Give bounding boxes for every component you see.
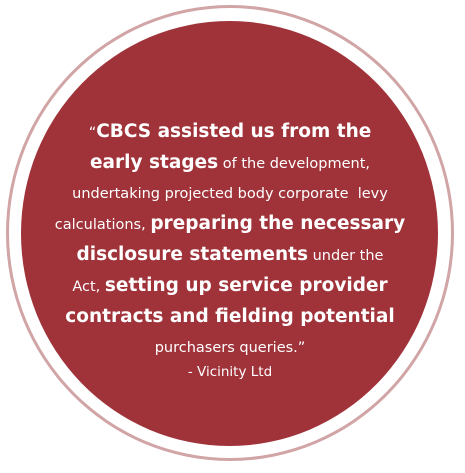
- quote-highlight: CBCS assisted us from the: [96, 121, 372, 142]
- quote-text: purchasers queries.”: [154, 340, 306, 356]
- quote-line: contracts and fielding potential: [40, 302, 420, 333]
- testimonial-quote: “CBCS assisted us from the early stages …: [40, 117, 420, 363]
- quote-text: of the development,: [218, 156, 370, 172]
- quote-text: Act,: [72, 279, 105, 295]
- quote-text: under the: [308, 248, 384, 264]
- quote-line: “CBCS assisted us from the: [40, 117, 420, 148]
- quote-line: purchasers queries.”: [40, 333, 420, 363]
- quote-line: disclosure statements under the: [40, 240, 420, 271]
- quote-highlight: preparing the necessary: [150, 213, 406, 234]
- quote-line: Act, setting up service provider: [40, 271, 420, 302]
- quote-highlight: setting up service provider: [104, 275, 388, 296]
- quote-text: undertaking projected body corporate lev…: [72, 186, 388, 202]
- quote-highlight: contracts and fielding potential: [65, 306, 395, 327]
- testimonial-circle: [21, 21, 438, 446]
- quote-highlight: disclosure statements: [76, 244, 309, 265]
- quote-text: “: [88, 125, 97, 141]
- quote-highlight: early stages: [89, 152, 219, 173]
- quote-line: early stages of the development,: [40, 148, 420, 179]
- testimonial-attribution: - Vicinity Ltd: [187, 364, 273, 380]
- quote-line: undertaking projected body corporate lev…: [40, 179, 420, 209]
- quote-line: calculations, preparing the necessary: [40, 209, 420, 240]
- quote-text: calculations,: [54, 217, 151, 233]
- testimonial-outer-ring: [6, 5, 454, 461]
